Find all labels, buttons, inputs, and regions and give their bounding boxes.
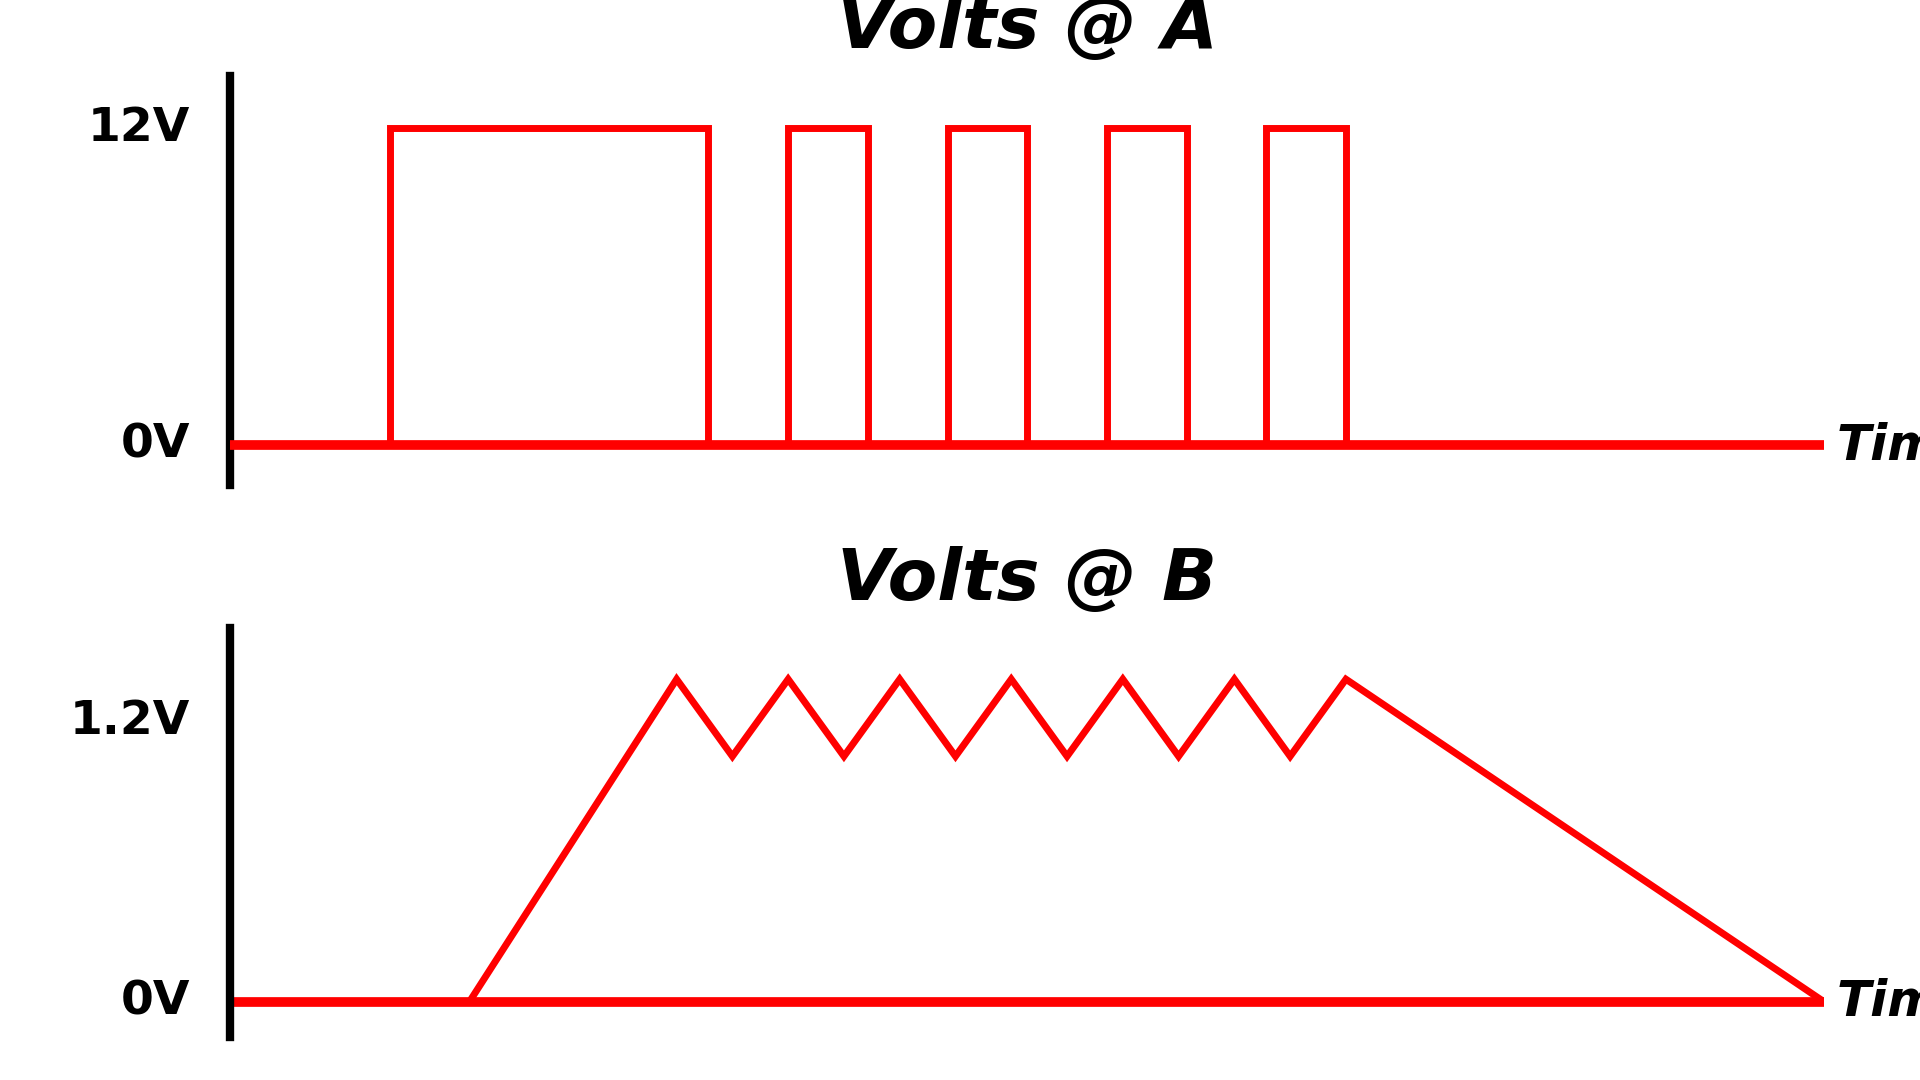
Text: Time: Time <box>1837 421 1920 469</box>
Text: 0V: 0V <box>121 422 190 468</box>
Text: 0V: 0V <box>121 980 190 1024</box>
Title: Volts @ B: Volts @ B <box>837 546 1217 615</box>
Title: Volts @ A: Volts @ A <box>837 0 1217 63</box>
Text: 12V: 12V <box>88 106 190 151</box>
Text: Time: Time <box>1837 977 1920 1026</box>
Text: 1.2V: 1.2V <box>71 699 190 744</box>
